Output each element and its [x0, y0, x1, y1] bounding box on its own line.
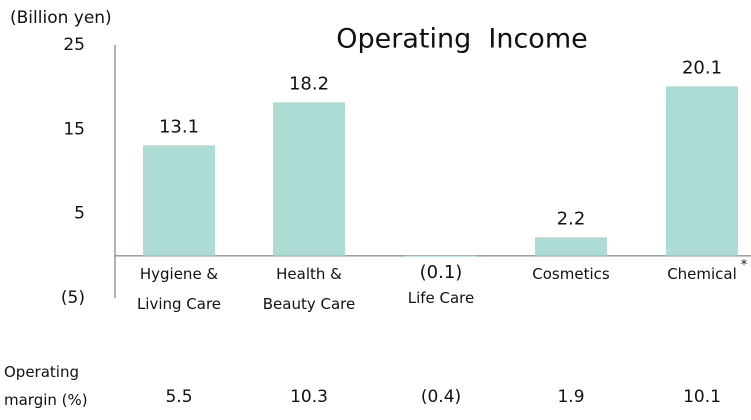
- y-tick-label: 25: [63, 35, 85, 55]
- x-tick-label: Chemical: [667, 264, 737, 283]
- chart-title: Operating Income: [336, 24, 588, 55]
- margin-value: 10.3: [290, 387, 328, 407]
- bar: [143, 145, 215, 256]
- bar: [535, 237, 607, 256]
- margin-value: 10.1: [683, 387, 721, 407]
- value-label: (0.1): [420, 262, 463, 283]
- y-tick-label: (5): [61, 288, 85, 308]
- value-label: 2.2: [557, 208, 586, 229]
- value-label: 18.2: [289, 73, 329, 94]
- x-tick-label: Hygiene & Living Care: [136, 264, 222, 313]
- y-tick-label: 15: [63, 119, 85, 139]
- margin-value: 1.9: [557, 387, 585, 407]
- value-label: 20.1: [682, 57, 722, 78]
- x-tick-label: Health & Beauty Care: [262, 264, 356, 313]
- bar: [273, 102, 345, 256]
- margin-value: 5.5: [165, 387, 193, 407]
- x-tick-label: Cosmetics: [532, 264, 610, 283]
- unit-label: (Billion yen): [10, 8, 112, 28]
- x-tick-label: Life Care: [407, 288, 475, 307]
- margin-value: (0.4): [420, 387, 462, 407]
- footnote-mark: *: [740, 257, 748, 273]
- bar: [666, 86, 738, 256]
- value-label: 13.1: [159, 116, 199, 137]
- bar: [405, 255, 477, 257]
- margin-row-label: Operating margin (%): [4, 363, 88, 409]
- y-tick-label: 5: [74, 204, 85, 224]
